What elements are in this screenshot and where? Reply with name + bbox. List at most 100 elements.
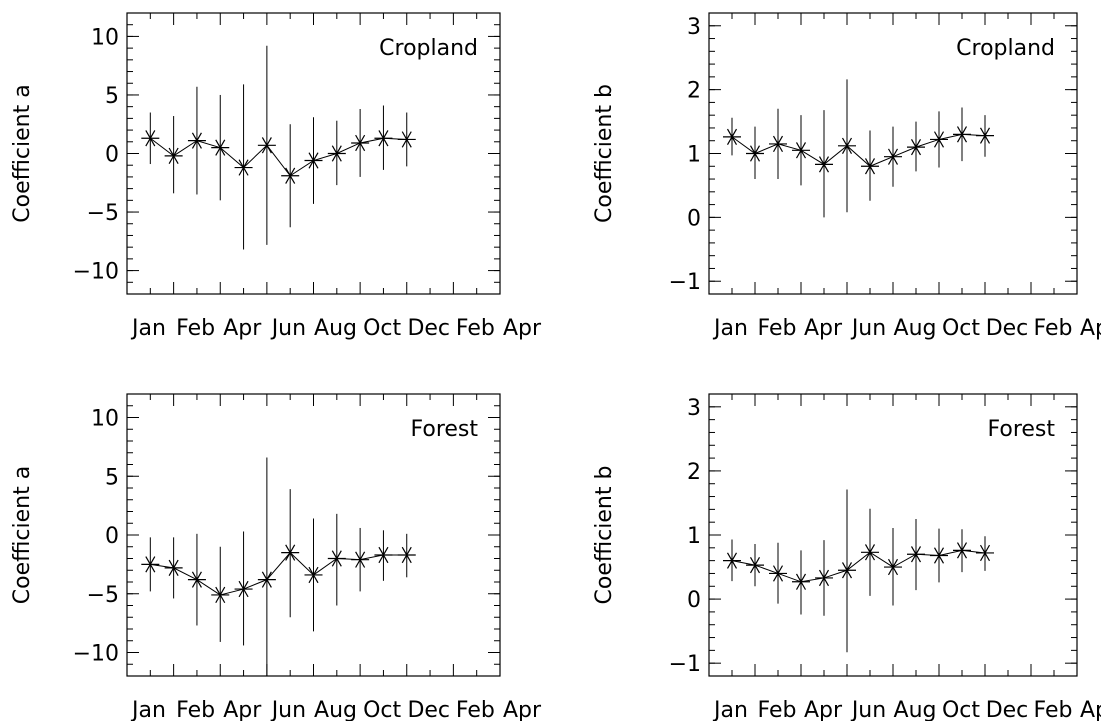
panel-annotation: Forest (987, 417, 1055, 442)
data-point-marker (746, 145, 764, 162)
x-tick-label: Dec (986, 698, 1029, 721)
data-point-marker (815, 156, 833, 173)
marker-stroke (261, 571, 272, 588)
marker-stroke (238, 580, 249, 598)
marker-stroke (749, 556, 761, 574)
data-point-marker (187, 132, 206, 149)
marker-stroke (979, 127, 991, 144)
panel-annotation: Cropland (956, 36, 1055, 61)
data-point-marker (257, 571, 276, 588)
y-tick-label: −5 (87, 583, 119, 608)
data-point-marker (374, 130, 393, 147)
x-tick-label: Jan (712, 698, 748, 721)
data-point-marker (861, 158, 879, 175)
x-tick-label: Apr (1080, 698, 1101, 721)
y-tick-label: 1 (687, 524, 701, 549)
x-tick-label: Aug (314, 316, 357, 341)
y-tick-label: 10 (91, 25, 119, 50)
x-tick-label: Jun (850, 698, 886, 721)
data-point-marker (861, 544, 879, 561)
y-tick-label: 10 (91, 407, 119, 432)
marker-stroke (795, 142, 807, 159)
panel-forest-a: 10 5 0 −5 −10 Jan Feb Apr Jun Aug Oct Dec Feb Apr Coef… (10, 393, 542, 721)
marker-stroke (818, 569, 830, 587)
data-point-marker (930, 547, 948, 564)
x-tick-label: Apr (1080, 316, 1101, 341)
y-tick-label: −1 (669, 270, 701, 295)
y-tick-label: 5 (105, 465, 119, 490)
y-tick-label: 0 (687, 588, 701, 613)
marker-stroke (887, 148, 899, 165)
marker-stroke (956, 126, 968, 143)
data-point-marker (234, 580, 253, 598)
x-tick-label: Jun (850, 316, 886, 341)
data-point-marker (374, 546, 393, 564)
x-tick-label: Feb (456, 316, 495, 341)
series-line (150, 137, 407, 177)
data-point-marker (234, 159, 253, 176)
x-tick-label: Feb (456, 698, 495, 721)
data-point-marker (953, 126, 971, 143)
marker-stroke (355, 134, 366, 152)
y-tick-label: −1 (669, 652, 701, 677)
x-tick-label: Oct (942, 316, 980, 341)
data-point-marker (838, 137, 856, 154)
x-tick-label: Feb (176, 316, 215, 341)
marker-stroke (261, 137, 272, 154)
series-line (731, 133, 986, 167)
y-tick-label: 0 (105, 524, 119, 549)
marker-stroke (841, 137, 853, 154)
data-point-marker (397, 131, 416, 148)
y-tick-label: 3 (687, 396, 701, 421)
data-point-marker (792, 142, 810, 159)
marker-stroke (841, 562, 853, 579)
marker-stroke (308, 566, 319, 584)
marker-stroke (285, 544, 296, 561)
y-tick-label: 1 (687, 143, 701, 168)
marker-stroke (864, 544, 876, 561)
x-tick-label: Feb (1034, 316, 1073, 341)
marker-stroke (864, 158, 876, 175)
y-tick-label: 5 (105, 84, 119, 109)
panel-annotation: Forest (410, 417, 478, 442)
marker-stroke (818, 156, 830, 173)
x-tick-label: Apr (223, 698, 262, 721)
x-tick-label: Aug (894, 698, 937, 721)
x-tick-label: Apr (223, 316, 262, 341)
data-point-marker (351, 134, 370, 152)
marker-stroke (933, 131, 945, 148)
marker-stroke (910, 546, 922, 563)
data-point-marker (907, 138, 925, 156)
y-axis-label: Coefficient b (592, 84, 617, 223)
marker-stroke (285, 167, 296, 184)
y-axis-label: Coefficient b (592, 466, 617, 605)
data-point-marker (141, 130, 160, 147)
marker-stroke (331, 550, 342, 567)
marker-stroke (726, 552, 738, 569)
panel-forest-b: 3210−1JanFebAprJunAugOctDecFebAprCoeffic… (592, 393, 1101, 721)
marker-stroke (191, 132, 202, 149)
panel-cropland-b: 3210−1JanFebAprJunAugOctDecFebAprCoeffic… (592, 12, 1101, 341)
x-tick-label: Jun (270, 316, 306, 341)
x-tick-label: Apr (503, 698, 542, 721)
data-point-marker (976, 544, 994, 562)
x-tick-label: Oct (942, 698, 980, 721)
x-tick-label: Oct (363, 698, 401, 721)
marker-stroke (378, 130, 389, 147)
x-tick-label: Apr (503, 316, 542, 341)
marker-stroke (772, 565, 784, 582)
data-point-marker (769, 565, 787, 582)
data-point-marker (281, 167, 300, 184)
x-tick-label: Apr (804, 698, 843, 721)
marker-stroke (956, 542, 968, 559)
marker-stroke (191, 571, 202, 588)
marker-stroke (355, 551, 366, 568)
y-tick-label: 3 (687, 15, 701, 40)
marker-stroke (168, 559, 179, 577)
x-tick-label: Oct (363, 316, 401, 341)
data-point-marker (884, 558, 902, 576)
x-tick-label: Feb (1034, 698, 1073, 721)
marker-stroke (401, 546, 412, 564)
y-tick-label: −5 (87, 201, 119, 226)
